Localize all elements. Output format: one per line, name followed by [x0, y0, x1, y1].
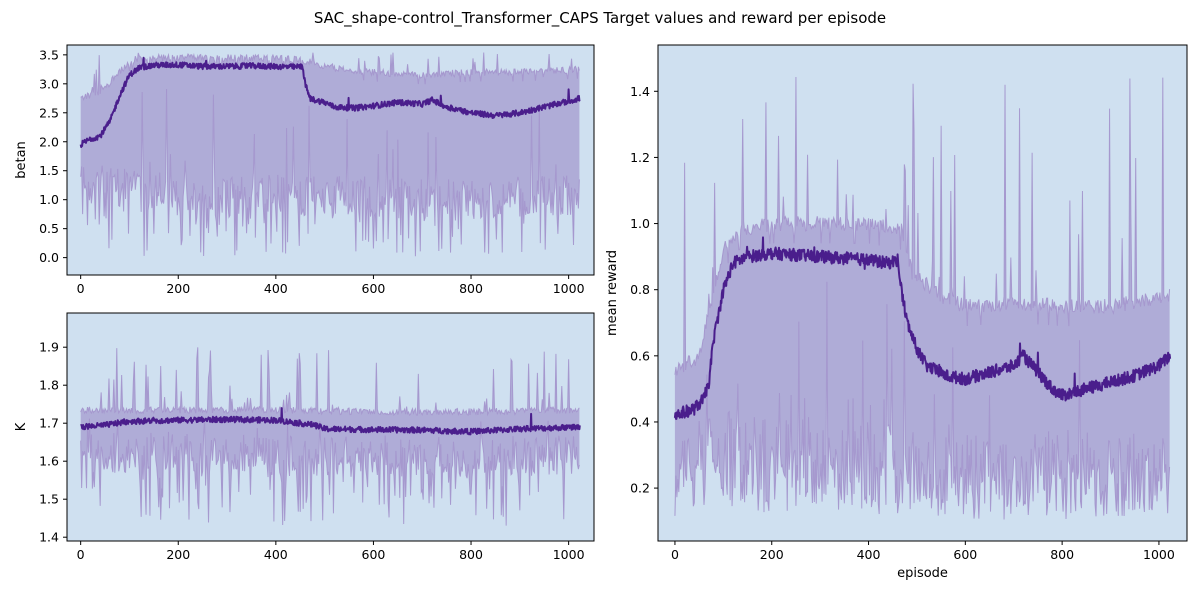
betan-y-tick-label: 1.0 [39, 192, 59, 207]
reward-x-tick-label: 1000 [1143, 547, 1175, 562]
betan-x-tick-label: 800 [459, 281, 483, 296]
betan-y-axis-label: betan [14, 141, 29, 179]
K-x-tick-label: 800 [459, 547, 483, 562]
K-y-tick-label: 1.8 [39, 378, 59, 393]
betan-y-tick-label: 0.5 [39, 221, 59, 236]
K-max-series [80, 347, 580, 417]
K-y-tick-label: 1.7 [39, 416, 59, 431]
K-x-tick-label: 0 [77, 547, 85, 562]
betan-x-tick-label: 600 [362, 281, 386, 296]
reward-min-series [674, 281, 1171, 520]
reward-y-tick-label: 1.0 [630, 216, 650, 231]
reward-x-axis-label: episode [897, 566, 948, 581]
betan-subplot: 0 200 400 600 800 1000 0.0 0.5 1.0 1.5 2.0 2.5 3.0 3.… [14, 44, 595, 296]
k-subplot: 0 200 400 600 800 1000 1.4 1.5 1.6 1.7 1.8 1.9 K [14, 312, 595, 562]
K-x-tick-label: 200 [166, 547, 190, 562]
reward-x-tick-label: 800 [1050, 547, 1074, 562]
betan-x-tick-label: 400 [264, 281, 288, 296]
reward-y-tick-label: 0.2 [630, 481, 650, 496]
reward-plot-area [673, 77, 1172, 520]
reward-y-tick-label: 0.6 [630, 348, 650, 363]
reward-mean-series [673, 236, 1172, 420]
reward-max-series [674, 77, 1171, 376]
betan-y-tick-label: 3.5 [39, 47, 59, 62]
reward-y-axis-label: mean reward [605, 250, 620, 336]
K-min-max-band [80, 347, 580, 526]
reward-x-tick-label: 600 [953, 547, 977, 562]
betan-mean-series [79, 56, 581, 148]
figure-title: SAC_shape-control_Transformer_CAPS Targe… [314, 9, 886, 28]
betan-y-tick-label: 2.5 [39, 105, 59, 120]
K-y-tick-label: 1.5 [39, 492, 59, 507]
betan-plot-area [79, 52, 581, 257]
reward-y-tick-label: 1.4 [630, 84, 650, 99]
reward-y-tick-label: 1.2 [630, 150, 650, 165]
betan-y-tick-label: 3.0 [39, 76, 59, 91]
K-y-axis-label: K [14, 422, 29, 431]
K-plot-area [79, 347, 581, 526]
reward-x-tick-label: 0 [671, 547, 679, 562]
betan-max-series [80, 52, 580, 101]
reward-y-tick-label: 0.4 [630, 414, 650, 429]
reward-axes-frame [657, 44, 1188, 542]
betan-y-tick-label: 2.0 [39, 134, 59, 149]
betan-x-tick-label: 1000 [553, 281, 585, 296]
reward-x-tick-label: 400 [857, 547, 881, 562]
reward-subplot: 0 200 400 600 800 1000 0.2 0.4 0.6 0.8 1.0 1.2 1.4 me… [605, 44, 1188, 581]
betan-min-series [80, 89, 580, 257]
K-y-tick-label: 1.4 [39, 530, 59, 545]
K-axes-frame [66, 312, 595, 542]
betan-y-tick-label: 1.5 [39, 163, 59, 178]
K-y-tick-label: 1.9 [39, 340, 59, 355]
reward-y-tick-label: 0.8 [630, 282, 650, 297]
K-mean-series [79, 407, 581, 436]
K-min-series [80, 418, 580, 526]
reward-x-tick-label: 200 [760, 547, 784, 562]
K-x-tick-label: 1000 [553, 547, 585, 562]
betan-x-tick-label: 0 [77, 281, 85, 296]
K-x-tick-label: 600 [362, 547, 386, 562]
betan-axes-frame [66, 44, 595, 276]
K-y-tick-label: 1.6 [39, 454, 59, 469]
betan-y-tick-label: 0.0 [39, 250, 59, 265]
betan-x-tick-label: 200 [166, 281, 190, 296]
K-x-tick-label: 400 [264, 547, 288, 562]
reward-min-max-band [674, 77, 1170, 520]
